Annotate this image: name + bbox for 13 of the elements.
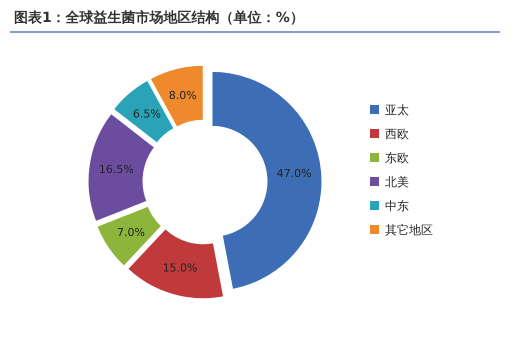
legend-label: 北美 bbox=[385, 175, 409, 189]
chart-title: 图表1：全球益生菌市场地区结构（单位：%） bbox=[14, 9, 304, 26]
legend-label: 西欧 bbox=[385, 127, 409, 141]
legend-label: 中东 bbox=[385, 199, 409, 213]
legend-label: 亚太 bbox=[385, 103, 409, 117]
data-label: 15.0% bbox=[162, 261, 198, 274]
legend-label: 东欧 bbox=[385, 151, 409, 165]
data-label: 16.5% bbox=[98, 162, 134, 176]
data-label: 47.0% bbox=[276, 167, 312, 180]
legend-label: 其它地区 bbox=[385, 223, 433, 237]
data-label: 6.5% bbox=[132, 107, 161, 120]
data-label: 8.0% bbox=[168, 88, 197, 102]
data-label: 7.0% bbox=[117, 226, 145, 239]
